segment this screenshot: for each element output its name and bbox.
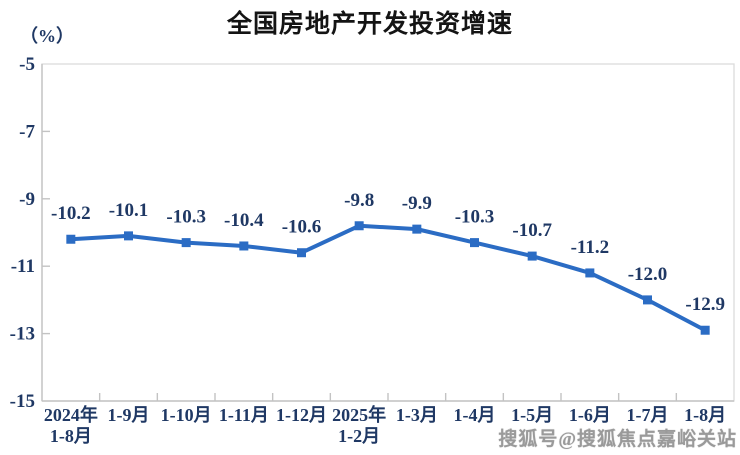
y-axis-tick-label: -13	[10, 324, 35, 345]
x-axis-tick-label: 1-11月	[219, 405, 269, 425]
data-point-marker	[527, 251, 537, 261]
data-point-marker	[700, 325, 710, 335]
data-point-label: -10.6	[282, 217, 322, 238]
data-point-marker	[470, 238, 479, 248]
y-axis-tick-label: -9	[19, 189, 35, 210]
data-point-label: -10.3	[166, 207, 206, 228]
x-axis-tick-label: 1-10月	[161, 405, 212, 425]
x-axis-tick-label: 1-4月	[454, 405, 496, 425]
x-axis-tick-label: 1-2月	[338, 426, 380, 446]
data-point-marker	[181, 238, 191, 248]
data-series-line	[68, 223, 708, 333]
y-axis-tick-label: -11	[11, 256, 35, 277]
data-point-label: -12.0	[628, 264, 668, 285]
data-point-marker	[643, 295, 652, 305]
data-point-marker	[66, 234, 76, 244]
plot-area-border	[41, 63, 735, 402]
x-axis-tick-label: 1-7月	[627, 405, 669, 425]
y-axis-tick-label: -7	[19, 121, 35, 142]
data-point-marker	[412, 224, 422, 234]
y-axis-tick-label: -5	[19, 54, 35, 75]
data-point-marker	[354, 221, 364, 231]
y-axis-unit-label: （%）	[20, 26, 74, 46]
x-axis-tick-label: 1-6月	[569, 405, 611, 425]
x-axis-tick-label: 1-8月	[50, 426, 92, 446]
data-point-marker	[585, 268, 595, 278]
data-point-marker	[297, 248, 306, 258]
x-axis-tick-label: 2025年	[332, 404, 386, 425]
chart-title: 全国房地产开发投资增速	[226, 9, 513, 38]
data-point-label: -9.9	[402, 193, 432, 214]
data-point-label: -9.8	[344, 190, 374, 211]
x-axis-tick-label: 1-5月	[511, 405, 553, 425]
data-point-label: -10.3	[455, 207, 495, 228]
data-point-label: -10.1	[109, 200, 149, 221]
data-point-marker	[239, 241, 249, 251]
data-point-label: -10.7	[512, 220, 552, 241]
x-axis-tick-label: 1-8月	[684, 405, 726, 425]
x-axis-tick-label: 1-12月	[276, 405, 327, 425]
data-point-marker	[124, 231, 133, 241]
y-axis-tick-label: -15	[10, 391, 35, 412]
x-axis-tick-label: 1-3月	[396, 405, 438, 425]
data-point-label: -12.9	[685, 294, 725, 315]
data-point-label: -11.2	[571, 237, 610, 258]
watermark-text: 搜狐号@搜狐焦点嘉峪关站	[498, 429, 737, 450]
data-point-label: -10.2	[51, 203, 91, 224]
data-point-label: -10.4	[224, 210, 264, 231]
x-axis-tick-label: 1-9月	[108, 405, 150, 425]
x-axis-tick-label: 2024年	[44, 404, 98, 425]
